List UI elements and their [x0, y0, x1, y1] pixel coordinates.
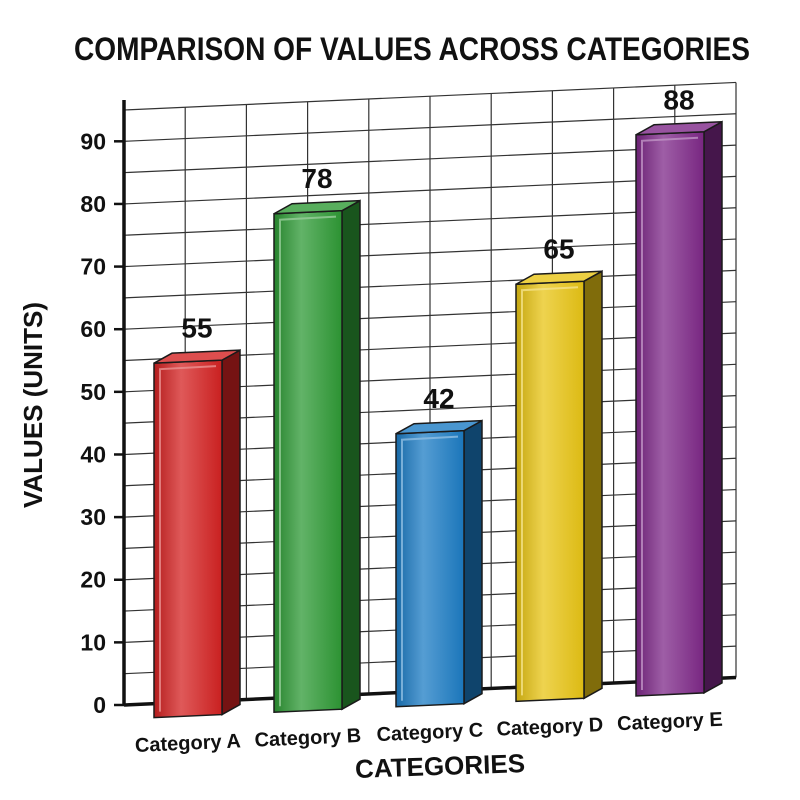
bar-category-d [515, 269, 603, 703]
x-tick-label: Category D [496, 714, 604, 741]
data-label: 42 [423, 383, 454, 414]
y-tick-label: 50 [80, 379, 106, 405]
bar-side-face [221, 348, 241, 716]
bar-front-face [273, 209, 343, 714]
bars [153, 120, 723, 719]
y-tick-labels: 0 10 20 30 40 50 60 70 80 90 [80, 128, 124, 718]
y-tick-label: 70 [80, 254, 106, 280]
data-label: 55 [181, 313, 212, 344]
y-tick-label: 30 [80, 504, 106, 530]
y-tick-label: 60 [80, 316, 106, 342]
bar-front-face [395, 429, 465, 708]
x-axis-label: CATEGORIES [355, 748, 526, 784]
bar-highlight [159, 365, 217, 712]
bar-highlight [641, 136, 699, 690]
y-tick-label: 10 [80, 629, 106, 655]
bar-category-c [395, 419, 483, 708]
bar-highlight [521, 286, 579, 696]
chart-title: COMPARISON OF VALUES ACROSS CATEGORIES [74, 31, 750, 67]
data-label: 88 [663, 84, 694, 115]
bar-front-face [153, 359, 223, 719]
y-tick-label: 20 [80, 567, 106, 593]
bar-category-b [273, 199, 361, 714]
x-tick-label: Category E [617, 709, 723, 736]
bar-highlight [279, 215, 337, 707]
y-tick-label: 40 [80, 441, 106, 467]
bar-category-a [153, 348, 241, 719]
x-tick-label: Category A [135, 730, 242, 757]
bar-top-face [273, 199, 361, 215]
bar-side-face [463, 419, 483, 705]
bar-side-face [583, 269, 603, 700]
bar-side-face [341, 199, 361, 711]
x-tick-labels: Category A Category B Category C Category D… [135, 709, 724, 757]
x-tick-label: Category C [376, 719, 484, 746]
bar-top-face [153, 349, 241, 364]
bar-side-face [703, 120, 723, 695]
bar-category-e [635, 120, 723, 697]
bar-top-face [635, 120, 723, 136]
grid-line-h [123, 81, 737, 111]
data-labels: 55 78 42 65 88 [181, 84, 694, 414]
x-tick-label: Category B [254, 725, 362, 752]
y-axis-label: VALUES (UNITS) [18, 302, 48, 508]
data-label: 65 [543, 234, 574, 265]
bar-front-face [515, 280, 585, 703]
data-label: 78 [301, 163, 332, 194]
bar-front-face [635, 130, 705, 697]
bar-highlight [401, 435, 459, 701]
bar-top-face [395, 419, 483, 435]
bar-top-face [515, 270, 603, 286]
y-tick-label: 0 [93, 692, 106, 718]
y-tick-label: 90 [80, 128, 106, 154]
y-tick-label: 80 [80, 191, 106, 217]
